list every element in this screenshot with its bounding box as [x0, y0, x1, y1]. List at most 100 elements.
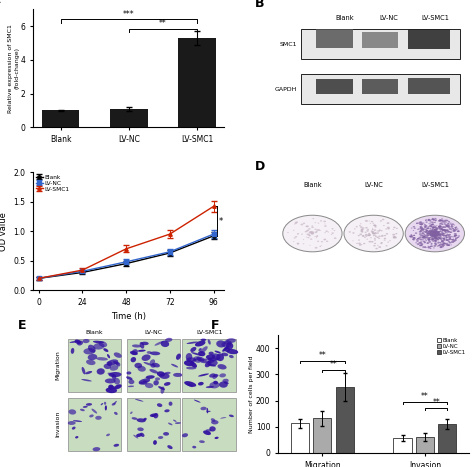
- FancyBboxPatch shape: [301, 74, 460, 104]
- Ellipse shape: [105, 378, 116, 383]
- Circle shape: [377, 233, 379, 234]
- Circle shape: [309, 234, 310, 235]
- Circle shape: [448, 239, 450, 241]
- Circle shape: [319, 246, 321, 247]
- Circle shape: [344, 215, 403, 252]
- Circle shape: [311, 233, 313, 234]
- Circle shape: [437, 232, 438, 233]
- Ellipse shape: [74, 340, 81, 344]
- Ellipse shape: [135, 399, 144, 402]
- Ellipse shape: [199, 348, 202, 351]
- Circle shape: [331, 228, 334, 229]
- Circle shape: [441, 241, 443, 242]
- Circle shape: [356, 243, 358, 244]
- Circle shape: [425, 230, 428, 232]
- Circle shape: [419, 222, 421, 224]
- Circle shape: [392, 236, 394, 238]
- Circle shape: [449, 231, 452, 233]
- Circle shape: [425, 234, 427, 236]
- Ellipse shape: [137, 350, 146, 352]
- Circle shape: [439, 233, 440, 234]
- Circle shape: [437, 246, 438, 247]
- Circle shape: [438, 235, 439, 236]
- Circle shape: [439, 234, 442, 235]
- Ellipse shape: [215, 351, 221, 354]
- Circle shape: [365, 220, 368, 222]
- Ellipse shape: [83, 348, 95, 354]
- Circle shape: [438, 239, 439, 240]
- Ellipse shape: [229, 415, 234, 417]
- Circle shape: [451, 225, 453, 226]
- Ellipse shape: [209, 374, 216, 378]
- Circle shape: [434, 237, 436, 238]
- Circle shape: [419, 230, 422, 231]
- Circle shape: [436, 227, 438, 228]
- Circle shape: [435, 234, 437, 235]
- Circle shape: [321, 245, 322, 246]
- Circle shape: [434, 231, 436, 233]
- Text: Blank: Blank: [303, 182, 322, 188]
- Circle shape: [433, 233, 436, 235]
- Ellipse shape: [206, 386, 214, 388]
- Ellipse shape: [137, 366, 146, 372]
- Circle shape: [419, 242, 421, 243]
- Circle shape: [432, 234, 435, 236]
- Circle shape: [439, 234, 442, 236]
- Circle shape: [435, 233, 437, 234]
- Ellipse shape: [211, 418, 216, 422]
- Circle shape: [374, 233, 375, 234]
- Circle shape: [375, 248, 378, 249]
- Circle shape: [423, 236, 426, 238]
- Circle shape: [454, 233, 457, 235]
- Ellipse shape: [139, 382, 147, 385]
- Circle shape: [428, 246, 429, 248]
- Ellipse shape: [99, 341, 107, 347]
- Circle shape: [430, 228, 431, 229]
- Circle shape: [426, 229, 427, 230]
- Ellipse shape: [201, 339, 206, 341]
- Circle shape: [428, 233, 431, 234]
- Circle shape: [440, 220, 442, 221]
- Circle shape: [436, 233, 439, 234]
- Circle shape: [432, 232, 434, 233]
- Circle shape: [455, 239, 456, 240]
- Bar: [291, 424, 309, 453]
- Text: ***: ***: [123, 10, 135, 19]
- Circle shape: [452, 239, 454, 241]
- Legend: Blank, LV-NC, LV-SMC1: Blank, LV-NC, LV-SMC1: [34, 173, 71, 193]
- Circle shape: [392, 234, 395, 236]
- FancyBboxPatch shape: [68, 397, 121, 451]
- Circle shape: [457, 237, 459, 238]
- Circle shape: [441, 244, 444, 246]
- Ellipse shape: [208, 360, 218, 366]
- Circle shape: [436, 233, 438, 234]
- Circle shape: [448, 231, 450, 232]
- Circle shape: [435, 233, 437, 234]
- Circle shape: [439, 236, 441, 238]
- Circle shape: [419, 239, 420, 240]
- Ellipse shape: [164, 409, 170, 412]
- Circle shape: [413, 235, 415, 236]
- Text: LV-NC: LV-NC: [145, 330, 163, 335]
- Circle shape: [374, 225, 375, 226]
- Circle shape: [433, 233, 437, 235]
- Circle shape: [393, 237, 396, 239]
- Circle shape: [434, 232, 437, 234]
- Ellipse shape: [104, 402, 106, 405]
- Ellipse shape: [69, 409, 76, 415]
- FancyBboxPatch shape: [68, 339, 121, 392]
- Circle shape: [437, 232, 439, 233]
- Circle shape: [381, 242, 383, 243]
- Circle shape: [433, 231, 435, 232]
- Ellipse shape: [186, 353, 192, 361]
- Ellipse shape: [199, 440, 205, 443]
- Circle shape: [372, 228, 373, 229]
- Circle shape: [446, 230, 449, 232]
- Circle shape: [424, 232, 427, 233]
- Text: **: **: [319, 351, 326, 360]
- Circle shape: [360, 226, 363, 228]
- Circle shape: [424, 242, 425, 243]
- Circle shape: [436, 235, 438, 236]
- Ellipse shape: [213, 381, 218, 384]
- Text: **: **: [329, 361, 337, 369]
